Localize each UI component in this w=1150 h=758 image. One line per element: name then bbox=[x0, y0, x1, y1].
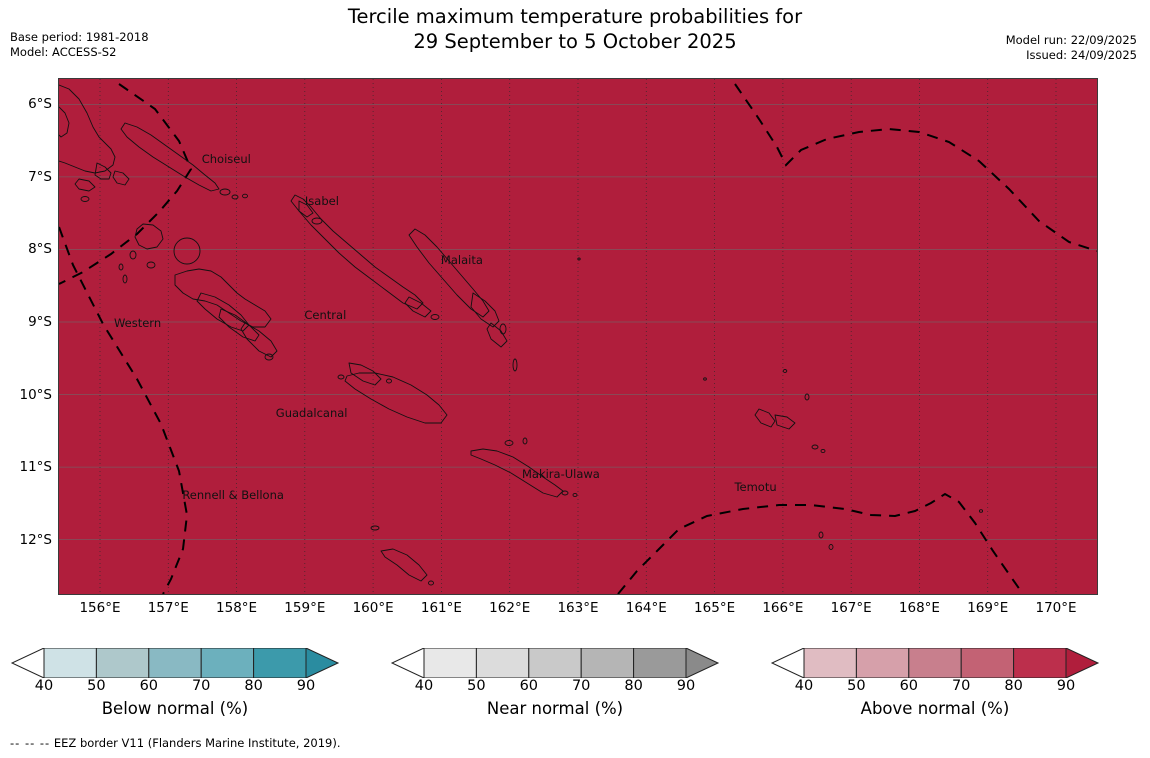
longitude-tick-label: 163°E bbox=[557, 600, 599, 616]
colorbar-tick: 70 bbox=[571, 678, 591, 694]
base-period-text: Base period: 1981-2018 bbox=[10, 30, 149, 44]
eez-footnote: -- -- -- EEZ border V11 (Flanders Marine… bbox=[10, 736, 341, 750]
latitude-tick-label: 8°S bbox=[28, 241, 52, 258]
title-line-1: Tercile maximum temperature probabilitie… bbox=[347, 5, 803, 28]
longitude-tick-label: 158°E bbox=[216, 600, 258, 616]
map-place-label: Western bbox=[113, 316, 162, 331]
map-place-label: Central bbox=[304, 307, 347, 322]
colorbar-tick: 50 bbox=[847, 678, 866, 694]
colorbar-tick: 40 bbox=[414, 678, 434, 694]
map-place-label: Temotu bbox=[734, 480, 777, 495]
latitude-tick-label: 11°S bbox=[19, 459, 53, 476]
longitude-tick-label: 168°E bbox=[898, 600, 940, 616]
colorbar-tick: 60 bbox=[519, 678, 539, 694]
header-metadata-left: Base period: 1981-2018 Model: ACCESS-S2 bbox=[10, 30, 149, 60]
latitude-tick-label: 12°S bbox=[19, 531, 53, 548]
longitude-tick-label: 157°E bbox=[147, 600, 189, 616]
longitude-tick-label: 166°E bbox=[762, 600, 804, 616]
latitude-tick-label: 9°S bbox=[28, 313, 52, 330]
map-place-label: Guadalcanal bbox=[275, 405, 348, 420]
colorbar-tick: 80 bbox=[1004, 678, 1023, 694]
longitude-tick-label: 160°E bbox=[352, 600, 394, 616]
map-place-label: Choiseul bbox=[201, 151, 251, 166]
colorbar-tick: 40 bbox=[34, 678, 54, 694]
map-place-label: Rennell & Bellona bbox=[182, 487, 284, 502]
eez-dash-key: -- -- -- bbox=[10, 736, 51, 750]
colorbar-tick-labels: 40 50 60 70 80 90 bbox=[390, 678, 720, 696]
longitude-tick-label: 165°E bbox=[694, 600, 736, 616]
longitude-tick-label: 167°E bbox=[830, 600, 872, 616]
page-title: Tercile maximum temperature probabilitie… bbox=[0, 4, 1150, 54]
colorbar-tick: 80 bbox=[624, 678, 643, 694]
issued-text: Issued: 24/09/2025 bbox=[1026, 48, 1137, 62]
colorbar-title: Below normal (%) bbox=[101, 699, 249, 718]
colorbar-tick-labels: 40 50 60 70 80 90 bbox=[770, 678, 1100, 696]
colorbar-tick: 40 bbox=[794, 678, 814, 694]
colorbar-title: Above normal (%) bbox=[860, 699, 1010, 718]
colorbar-swatches bbox=[390, 648, 720, 678]
colorbar-below[interactable]: 40 50 60 70 80 90 Below normal (%) bbox=[10, 648, 340, 719]
map-plot-area[interactable]: Choiseul Isabel Malaita Western Central Guada… bbox=[58, 78, 1098, 595]
latitude-tick-label: 6°S bbox=[28, 96, 52, 113]
map-place-label: Malaita bbox=[440, 253, 483, 268]
latitude-tick-label: 7°S bbox=[28, 168, 52, 185]
colorbar-above[interactable]: 40 50 60 70 80 90 Above normal (%) bbox=[770, 648, 1100, 719]
colorbar-tick: 50 bbox=[87, 678, 106, 694]
longitude-tick-label: 170°E bbox=[1035, 600, 1077, 616]
colorbar-swatches bbox=[10, 648, 340, 678]
model-text: Model: ACCESS-S2 bbox=[10, 45, 117, 59]
colorbar-tick: 80 bbox=[244, 678, 263, 694]
header-metadata-right: Model run: 22/09/2025 Issued: 24/09/2025 bbox=[1006, 33, 1137, 63]
longitude-tick-label: 164°E bbox=[625, 600, 667, 616]
model-run-text: Model run: 22/09/2025 bbox=[1005, 33, 1137, 47]
longitude-tick-label: 162°E bbox=[489, 600, 531, 616]
colorbar-title: Near normal (%) bbox=[486, 699, 624, 718]
colorbar-tick: 70 bbox=[191, 678, 211, 694]
longitude-tick-label: 159°E bbox=[284, 600, 326, 616]
colorbar-tick: 60 bbox=[139, 678, 159, 694]
map-place-label: Isabel bbox=[304, 193, 339, 208]
map-canvas bbox=[59, 79, 1097, 594]
colorbar-tick: 50 bbox=[467, 678, 486, 694]
coastlines bbox=[59, 84, 984, 586]
latitude-tick-label: 10°S bbox=[19, 386, 53, 403]
colorbar-near[interactable]: 40 50 60 70 80 90 Near normal (%) bbox=[390, 648, 720, 719]
longitude-tick-label: 161°E bbox=[420, 600, 462, 616]
colorbar-tick: 60 bbox=[899, 678, 919, 694]
colorbar-tick-labels: 40 50 60 70 80 90 bbox=[10, 678, 340, 696]
colorbar-tick: 90 bbox=[676, 678, 696, 694]
eez-footnote-text: EEZ border V11 (Flanders Marine Institut… bbox=[53, 736, 341, 750]
eez-border bbox=[59, 83, 1097, 594]
longitude-tick-label: 169°E bbox=[967, 600, 1009, 616]
map-place-label: Makira-Ulawa bbox=[521, 467, 600, 482]
colorbar-tick: 90 bbox=[296, 678, 316, 694]
longitude-tick-label: 156°E bbox=[79, 600, 121, 616]
colorbar-swatches bbox=[770, 648, 1100, 678]
colorbar-tick: 90 bbox=[1056, 678, 1076, 694]
colorbar-tick: 70 bbox=[951, 678, 971, 694]
title-line-2: 29 September to 5 October 2025 bbox=[413, 30, 737, 53]
